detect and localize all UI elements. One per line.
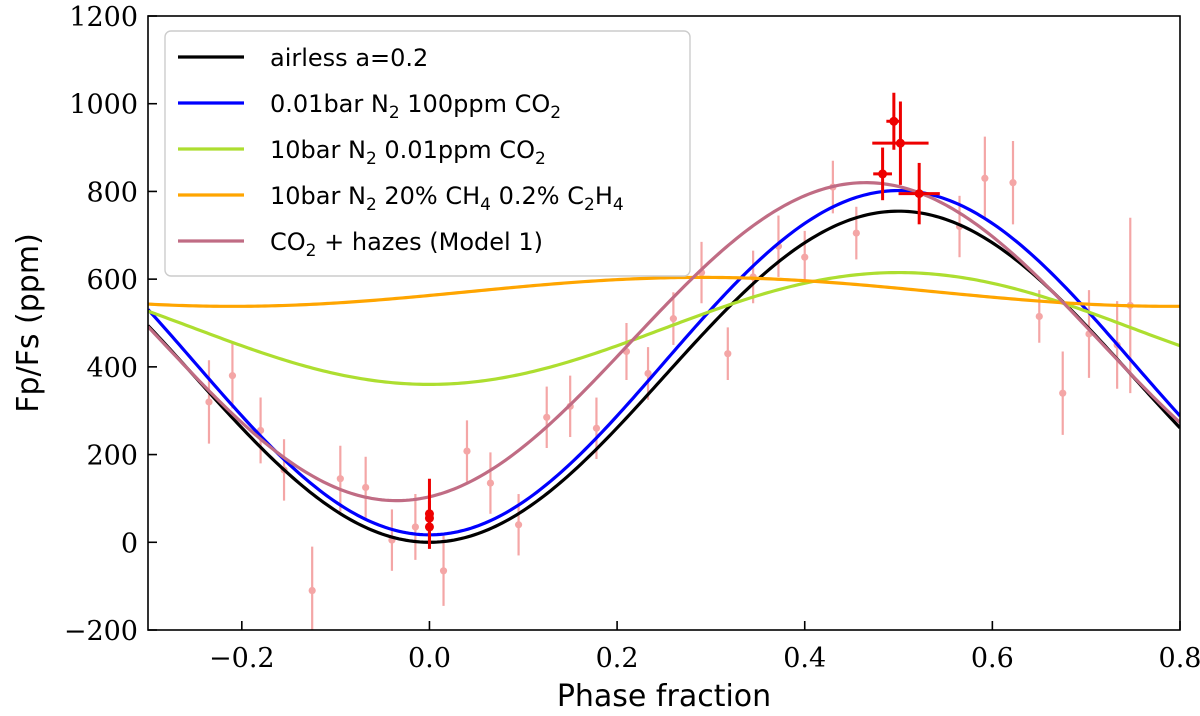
series-line-4 <box>148 181 1180 503</box>
y-tick-label: 800 <box>86 177 138 208</box>
faint-point <box>644 369 652 378</box>
y-tick-label: 0 <box>121 528 138 559</box>
faint-point <box>669 315 677 323</box>
legend-label-1: 0.01bar N2 100ppm CO2 <box>270 90 561 123</box>
x-tick-label: 0.0 <box>408 643 451 674</box>
faint-point <box>228 372 237 380</box>
faint-point <box>592 424 601 432</box>
bold-point <box>878 169 888 179</box>
faint-point <box>439 567 448 575</box>
x-tick-label: −0.2 <box>209 643 275 674</box>
series-line-3 <box>148 275 1180 308</box>
y-tick-label: 600 <box>86 265 138 296</box>
faint-point <box>486 479 495 487</box>
faint-point <box>308 586 316 595</box>
y-axis-title: Fp/Fs (ppm) <box>11 233 46 413</box>
faint-point <box>336 475 344 483</box>
legend-label-2: 10bar N2 0.01ppm CO2 <box>270 136 546 169</box>
faint-point <box>463 447 471 455</box>
bold-point <box>889 116 899 126</box>
plot-frame <box>147 15 1181 631</box>
y-tick-label: 1200 <box>69 2 138 33</box>
faint-point <box>411 523 419 531</box>
model-curves <box>148 181 1180 544</box>
faint-point <box>724 350 732 358</box>
bold-point <box>424 522 434 532</box>
series-line-0 <box>148 209 1180 544</box>
faint-point <box>852 229 860 237</box>
bold-point <box>895 138 905 148</box>
y-tick-label: 200 <box>86 441 138 472</box>
x-tick-label: 0.4 <box>783 643 826 674</box>
legend-label-0: airless a=0.2 <box>270 44 428 72</box>
y-tick-label: 400 <box>86 353 138 384</box>
legend: airless a=0.2 0.01bar N2 100ppm CO2 10bar … <box>164 30 691 277</box>
legend-label-3: 10bar N2 20% CH4 0.2% C2H4 <box>270 182 624 215</box>
faint-point <box>543 413 551 421</box>
y-tick-label: −200 <box>64 616 138 647</box>
x-tick-label: 0.6 <box>971 643 1014 674</box>
faint-point <box>205 398 213 406</box>
y-tick-label: 1000 <box>69 90 138 121</box>
series-line-2 <box>148 270 1180 387</box>
faint-point <box>801 253 809 261</box>
faint-point <box>514 521 523 529</box>
observations-bold <box>424 92 940 549</box>
series-line-1 <box>148 188 1180 537</box>
faint-point <box>981 174 989 182</box>
x-tick-label: 0.2 <box>596 643 639 674</box>
faint-point <box>1035 312 1043 321</box>
legend-box <box>164 30 691 277</box>
legend-label-4: CO2 + hazes (Model 1) <box>270 228 543 261</box>
faint-point <box>1059 389 1067 397</box>
x-axis-title: Phase fraction <box>557 679 771 714</box>
x-tick-label: 0.8 <box>1159 643 1200 674</box>
faint-point <box>1009 179 1017 187</box>
bold-point <box>914 189 924 199</box>
faint-point <box>362 483 370 492</box>
